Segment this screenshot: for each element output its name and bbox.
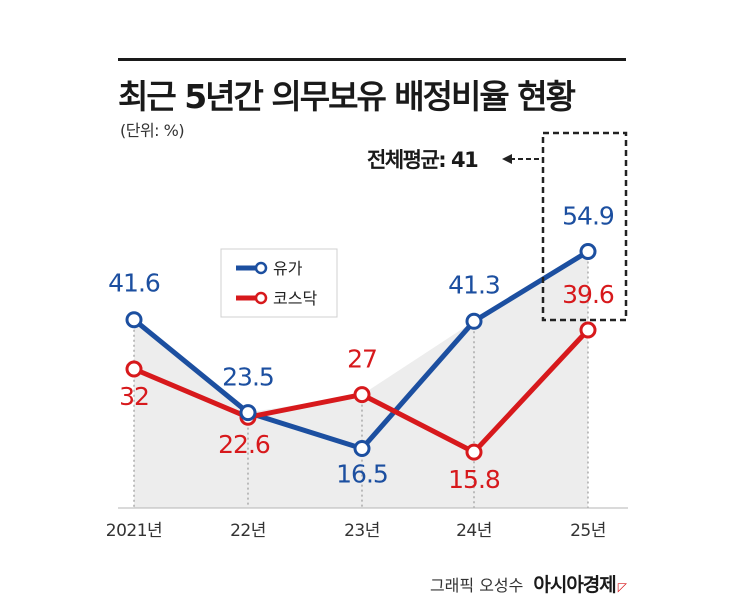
data-point	[125, 311, 143, 329]
data-point	[125, 360, 143, 378]
data-label: 22.6	[218, 430, 270, 459]
legend-label: 유가	[273, 259, 303, 278]
average-note: 전체평균: 41	[367, 148, 478, 172]
data-label: 41.3	[448, 270, 500, 299]
data-point	[353, 440, 371, 457]
data-point	[353, 386, 371, 404]
data-point	[465, 312, 483, 330]
x-tick-label: 2021년	[106, 521, 162, 541]
data-label: 39.6	[562, 280, 614, 309]
title-rule	[118, 58, 626, 61]
legend-swatch-point	[254, 261, 268, 275]
legend-label: 코스닥	[273, 289, 317, 308]
publisher-mark-icon: ◸	[617, 580, 627, 594]
data-point	[239, 404, 257, 422]
average-arrow-icon	[502, 154, 512, 164]
data-label: 41.6	[108, 269, 160, 298]
chart-title: 최근 5년간 의무보유 배정비율 현황	[118, 77, 576, 116]
data-label: 27	[347, 345, 377, 374]
publisher-logo-text: 아시아경제	[533, 574, 616, 596]
credit-line: 그래픽 오성수 아시아경제 ◸	[430, 570, 627, 597]
data-point	[465, 443, 483, 461]
data-label: 32	[119, 382, 149, 411]
legend-box	[220, 248, 338, 318]
data-point	[579, 243, 597, 260]
data-label: 16.5	[336, 460, 388, 489]
credit-byline: 그래픽 오성수	[429, 576, 524, 595]
data-label: 23.5	[222, 363, 274, 392]
x-tick-label: 25년	[570, 521, 606, 541]
data-point	[579, 321, 597, 339]
highlight-box	[541, 131, 628, 322]
unit-label: (단위: %)	[120, 121, 185, 140]
x-tick-label: 24년	[456, 521, 492, 541]
data-label: 54.9	[562, 202, 614, 231]
x-tick-label: 23년	[344, 521, 380, 541]
x-tick-label: 22년	[230, 521, 266, 541]
legend-swatch-point	[254, 291, 268, 305]
data-label: 15.8	[448, 465, 500, 494]
